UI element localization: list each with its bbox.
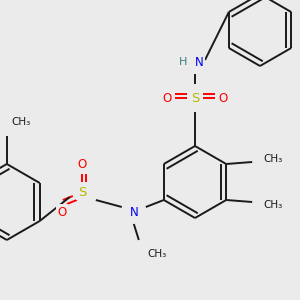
Text: S: S (78, 185, 86, 199)
Text: CH₃: CH₃ (264, 200, 283, 210)
Text: N: N (129, 206, 138, 218)
Text: O: O (162, 92, 172, 104)
Text: H: H (179, 57, 187, 67)
Text: CH₃: CH₃ (264, 154, 283, 164)
Text: N: N (195, 56, 203, 68)
Text: O: O (57, 206, 66, 218)
Text: S: S (191, 92, 199, 104)
Text: CH₃: CH₃ (11, 117, 30, 127)
Text: O: O (77, 158, 86, 170)
Text: CH₃: CH₃ (147, 249, 167, 259)
Text: O: O (218, 92, 228, 104)
